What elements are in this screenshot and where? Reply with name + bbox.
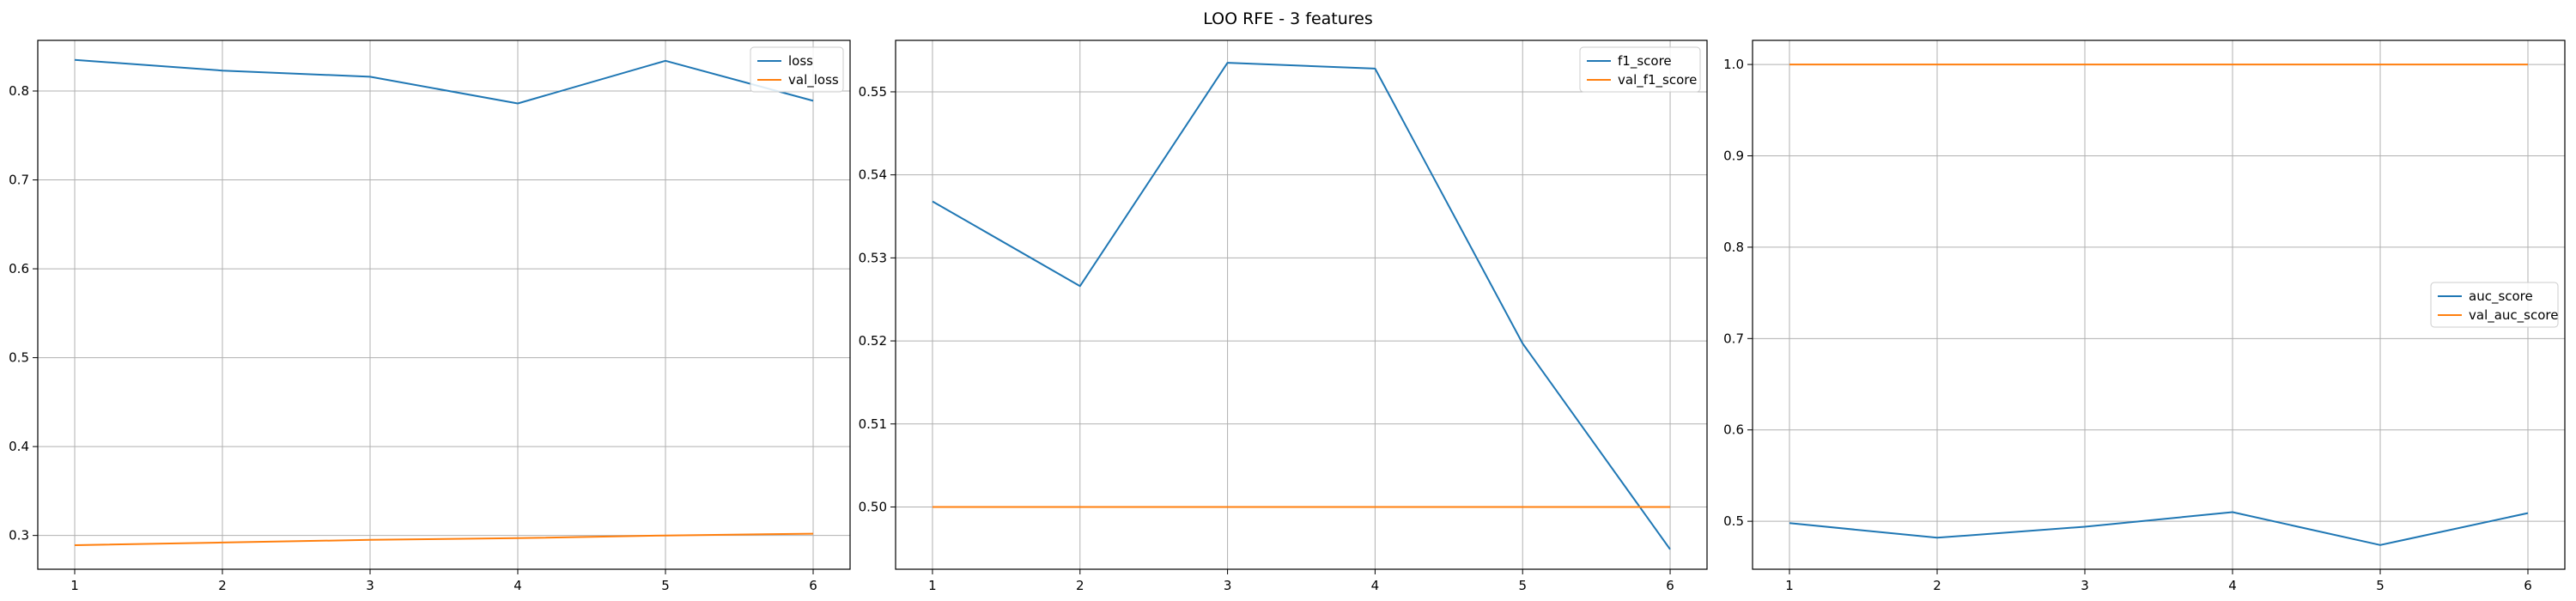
x-tick-label: 5 (2376, 578, 2385, 593)
y-tick-label: 0.6 (9, 261, 29, 276)
y-tick-label: 0.54 (859, 167, 887, 183)
x-tick-label: 5 (1518, 578, 1527, 593)
x-tick-label: 5 (661, 578, 670, 593)
y-tick-label: 0.55 (859, 84, 887, 100)
x-tick-label: 3 (366, 578, 374, 593)
series-line-auc-score (1789, 511, 2529, 546)
legend: f1_score val_f1_score (1579, 46, 1701, 93)
legend-label: val_loss (788, 72, 839, 88)
y-tick-label: 0.50 (859, 499, 887, 514)
y-tick-label: 0.7 (1723, 331, 1744, 346)
figure-title: LOO RFE - 3 features (1203, 9, 1373, 28)
x-tick-label: 6 (1666, 578, 1674, 593)
legend-label: auc_score (2469, 288, 2533, 305)
axes-frame (895, 39, 1708, 570)
subplot-1: 1 2 3 4 5 6 0.3 0.4 0.5 0.6 0.7 0.8 loss val_loss (9, 39, 851, 593)
legend: loss val_loss (750, 46, 844, 93)
series-line-val-loss (74, 532, 814, 546)
legend-label: f1_score (1618, 53, 1672, 70)
y-tick-label: 0.5 (1723, 513, 1744, 529)
y-tick-label: 0.6 (1723, 422, 1744, 438)
x-tick-label: 6 (809, 578, 817, 593)
x-tick-label: 2 (1933, 578, 1941, 593)
x-tick-label: 4 (513, 578, 522, 593)
x-tick-label: 3 (2081, 578, 2089, 593)
y-tick-label: 0.53 (859, 250, 887, 265)
legend-label: loss (788, 53, 813, 69)
x-tick-label: 4 (2228, 578, 2237, 593)
legend-label: val_f1_score (1618, 72, 1697, 88)
series-line-loss (74, 58, 814, 105)
x-tick-label: 2 (1076, 578, 1084, 593)
y-tick-label: 0.8 (9, 83, 29, 99)
x-tick-label: 1 (928, 578, 937, 593)
y-tick-label: 0.5 (9, 350, 29, 366)
y-tick-label: 0.7 (9, 173, 29, 188)
x-tick-label: 1 (70, 578, 79, 593)
y-tick-label: 0.52 (859, 333, 887, 349)
x-tick-label: 1 (1785, 578, 1794, 593)
y-tick-label: 0.4 (9, 439, 29, 454)
y-tick-label: 1.0 (1723, 57, 1744, 72)
y-tick-label: 0.9 (1723, 149, 1744, 164)
legend-box (2430, 282, 2559, 328)
axes-frame (37, 39, 851, 570)
legend: auc_score val_auc_score (2430, 282, 2559, 328)
subplot-2: 1 2 3 4 5 6 0.50 0.51 0.52 0.53 0.54 0.55 f1_scoreva… (859, 39, 1708, 593)
subplot-3: 1 2 3 4 5 6 0.5 0.6 0.7 0.8 0.9 1.0 auc_score val_auc… (1723, 39, 2566, 593)
legend-label: val_auc_score (2469, 307, 2559, 324)
series-line-f1-score (932, 62, 1671, 550)
x-tick-label: 4 (1371, 578, 1380, 593)
y-tick-label: 0.3 (9, 528, 29, 543)
x-tick-label: 6 (2524, 578, 2532, 593)
y-tick-label: 0.51 (859, 416, 887, 432)
x-tick-label: 2 (218, 578, 227, 593)
axes-frame (1752, 39, 2566, 570)
x-tick-label: 3 (1224, 578, 1232, 593)
y-tick-label: 0.8 (1723, 240, 1744, 255)
subplots: 1 2 3 4 5 6 0.3 0.4 0.5 0.6 0.7 0.8 loss val_loss 1 2 3 4… (9, 39, 2566, 593)
